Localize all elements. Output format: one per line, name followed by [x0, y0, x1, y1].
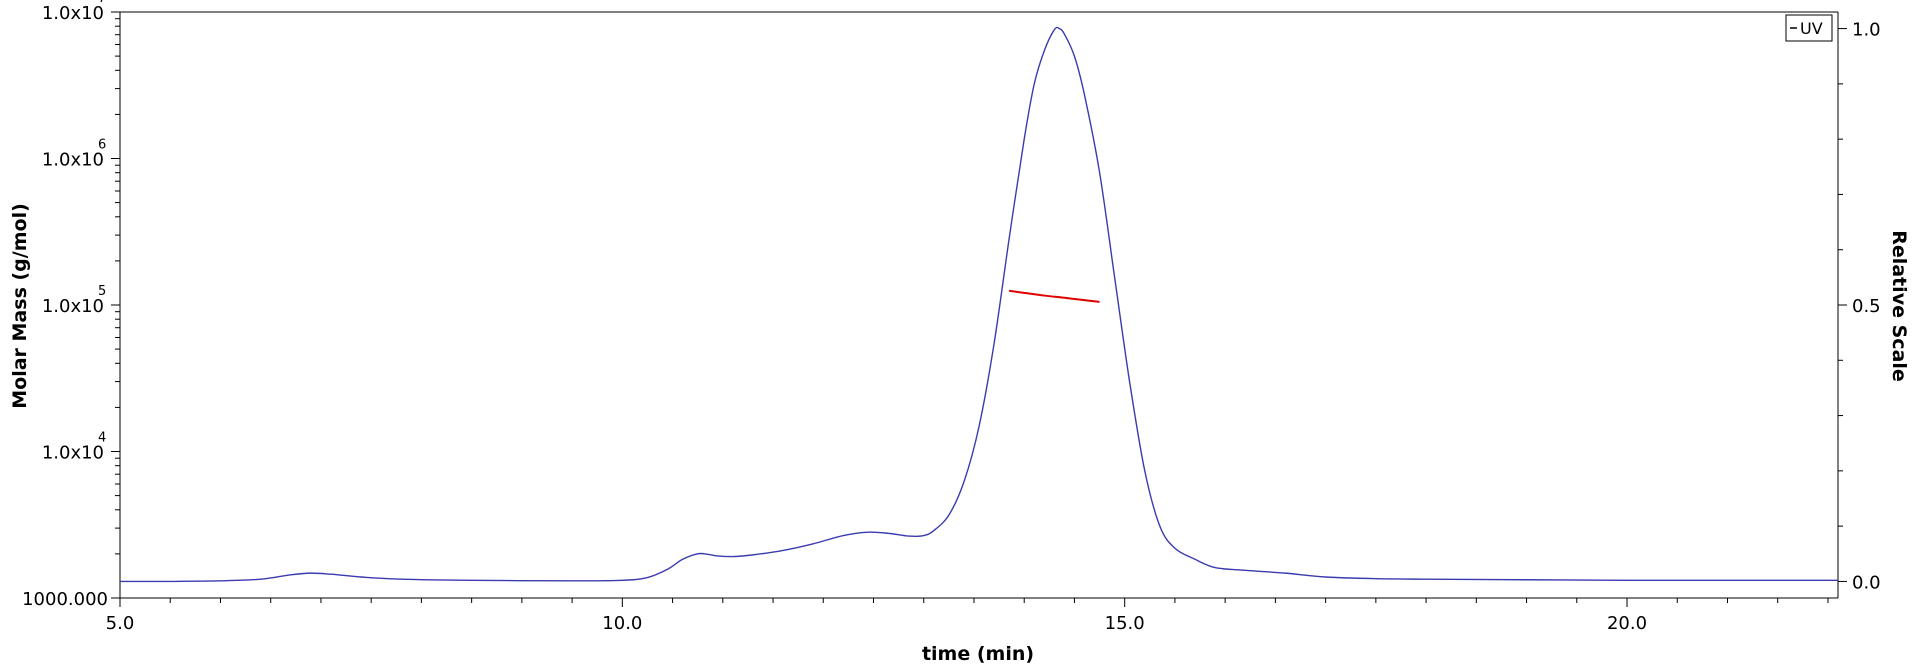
y-right-tick-label: 0.5	[1852, 296, 1881, 317]
legend: UV	[1785, 14, 1833, 42]
y-left-tick-label: 1.0x10	[42, 296, 104, 317]
y-left-tick-exponent: 4	[98, 431, 106, 446]
x-tick-label: 5.0	[106, 613, 135, 634]
y-right-axis-title: Relative Scale	[1888, 230, 1910, 382]
y-left-tick-exponent: 6	[98, 138, 106, 153]
molar-mass-series-line	[1009, 289, 1100, 303]
y-left-tick-label: 1.0x10	[42, 3, 104, 24]
x-tick-label: 10.0	[602, 613, 642, 634]
y-left-tick-label: 1.0x10	[42, 443, 104, 464]
x-tick-label: 20.0	[1607, 613, 1647, 634]
y-right-tick-label: 1.0	[1852, 20, 1881, 41]
y-left-tick-label: 1000.000	[22, 589, 108, 610]
y-left-tick-exponent: 7	[98, 0, 106, 6]
y-left-tick-exponent: 5	[98, 284, 106, 299]
legend-uv-label: UV	[1800, 19, 1823, 38]
y-left-axis-title: Molar Mass (g/mol)	[9, 203, 31, 409]
x-tick-label: 15.0	[1105, 613, 1145, 634]
x-axis-title: time (min)	[922, 643, 1034, 665]
y-right-tick-label: 0.0	[1852, 572, 1881, 593]
uv-series-line	[119, 26, 1838, 583]
y-left-tick-label: 1.0x10	[42, 150, 104, 171]
